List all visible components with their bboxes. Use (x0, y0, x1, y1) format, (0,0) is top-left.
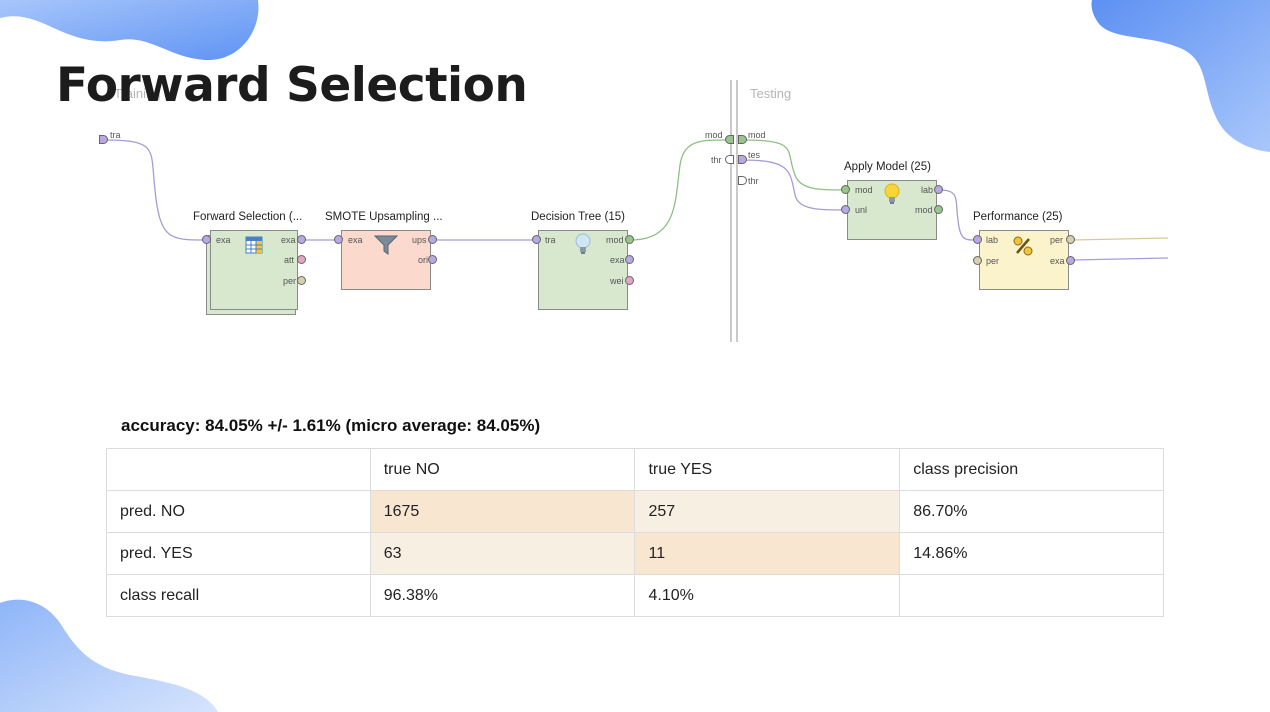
decor-blob-top-right (1091, 0, 1270, 152)
decor-blob-top-left (0, 0, 259, 61)
testing-section-label: Testing (750, 86, 792, 101)
operator-name: Performance (25) (973, 211, 1063, 223)
training-input-port-label: tra (110, 130, 121, 140)
table-cell (899, 574, 1164, 617)
lightbulb-icon (884, 183, 900, 204)
table-row: pred. YES 63 11 14.86% (106, 532, 1164, 575)
slide-title: Forward Selection (56, 58, 528, 113)
row-label: pred. YES (106, 532, 371, 575)
boundary-left-port-label: mod (705, 130, 723, 140)
boundary-right-port-label: mod (748, 130, 766, 140)
header-cell: class precision (899, 448, 1164, 491)
table-icon (245, 236, 263, 254)
table-header-row: true NO true YES class precision (106, 448, 1164, 491)
boundary-right-port-label: tes (748, 150, 761, 160)
row-label: class recall (106, 574, 371, 617)
table-row: class recall 96.38% 4.10% (106, 574, 1164, 617)
decor-blob-bottom-left (0, 599, 218, 712)
table-cell: 11 (634, 532, 901, 575)
row-label: pred. NO (106, 490, 371, 533)
confusion-matrix-table: true NO true YES class precision pred. N… (106, 448, 1164, 617)
lightbulb-icon (575, 233, 591, 254)
table-cell: 86.70% (899, 490, 1164, 533)
operator-name: Decision Tree (15) (531, 211, 625, 223)
boundary-left-port-label: thr (711, 155, 722, 165)
table-row: pred. NO 1675 257 86.70% (106, 490, 1164, 533)
boundary-left-port[interactable] (725, 135, 734, 144)
boundary-left-port[interactable] (725, 155, 734, 164)
table-cell: 96.38% (369, 574, 636, 617)
boundary-right-port[interactable] (738, 176, 747, 185)
connection-wires (103, 80, 1169, 342)
boundary-right-port[interactable] (738, 135, 747, 144)
header-cell: true NO (369, 448, 636, 491)
boundary-right-port-label: thr (748, 176, 759, 186)
process-canvas: Training Testing tra Forward Selection (… (99, 80, 1169, 342)
training-section-label: Training (114, 86, 161, 101)
table-cell: 4.10% (634, 574, 901, 617)
table-cell: 63 (369, 532, 636, 575)
header-cell (106, 448, 371, 491)
table-cell: 257 (634, 490, 901, 533)
header-cell: true YES (634, 448, 901, 491)
boundary-right-port[interactable] (738, 155, 747, 164)
table-cell: 1675 (369, 490, 636, 533)
table-cell: 14.86% (899, 532, 1164, 575)
funnel-icon (374, 235, 398, 255)
percent-icon (1013, 236, 1033, 256)
operator-name: SMOTE Upsampling ... (325, 211, 443, 223)
accuracy-summary: accuracy: 84.05% +/- 1.61% (micro averag… (121, 416, 541, 435)
operator-name: Forward Selection (... (193, 211, 303, 223)
training-input-port[interactable] (99, 135, 108, 144)
operator-name: Apply Model (25) (844, 161, 931, 173)
